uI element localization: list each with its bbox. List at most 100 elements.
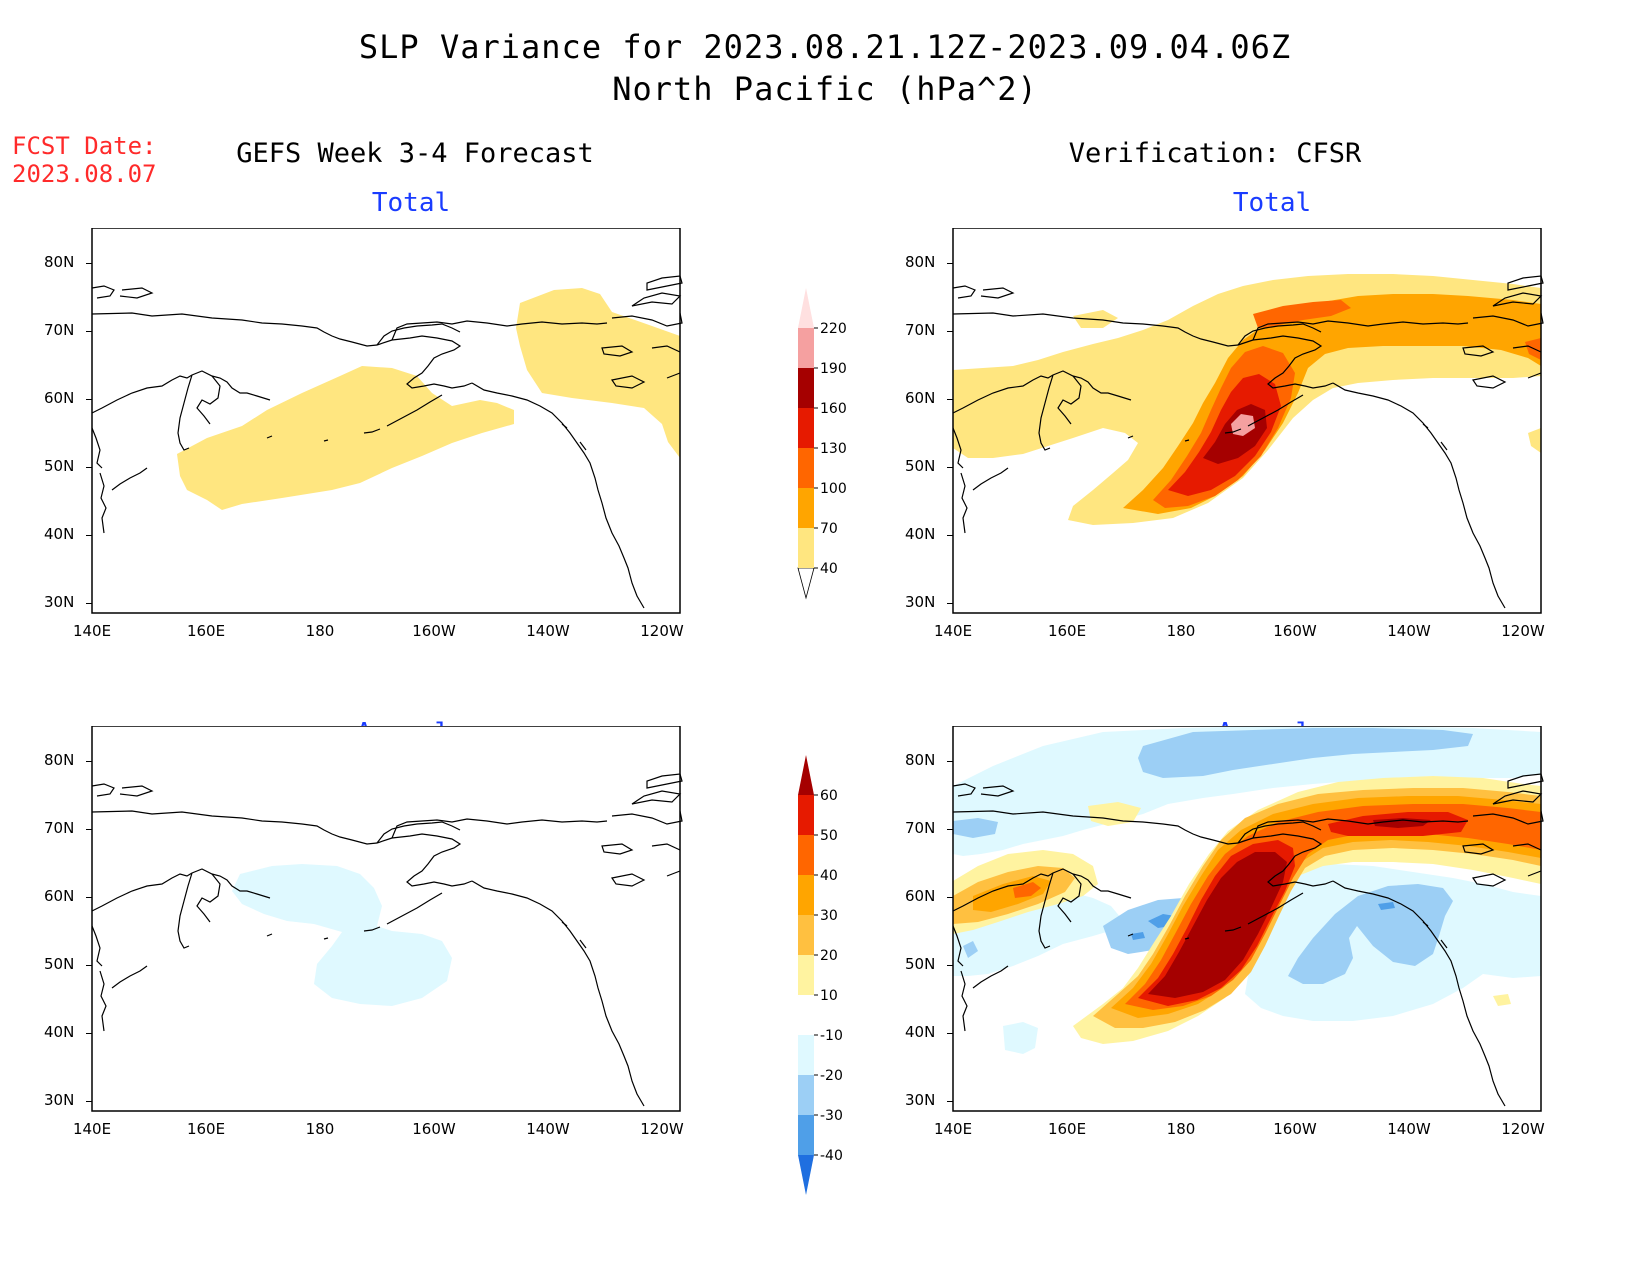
- colorbar-extend-low: [797, 567, 815, 600]
- lon-tick-label: 180: [305, 1120, 335, 1138]
- colorbar-swatch: [798, 995, 814, 1035]
- lon-tick-label: 120W: [1501, 622, 1545, 640]
- lat-tick: [947, 263, 953, 264]
- lat-tick: [86, 897, 92, 898]
- forecast-column-title: GEFS Week 3-4 Forecast: [236, 138, 594, 169]
- colorbar-level-label: 60: [820, 788, 838, 804]
- colorbar-swatch: [798, 1035, 814, 1075]
- colorbar-swatch: [798, 528, 814, 568]
- lat-tick-label: 60N: [44, 887, 75, 905]
- contour-fill-minus10: [232, 864, 452, 1006]
- colorbar-level-label: -10: [820, 1028, 843, 1044]
- lon-tick-label: 140E: [933, 622, 973, 640]
- lat-tick: [947, 1101, 953, 1102]
- lat-tick-label: 60N: [905, 389, 936, 407]
- colorbar-swatch: [798, 1075, 814, 1115]
- lat-tick: [947, 897, 953, 898]
- lat-tick: [947, 829, 953, 830]
- colorbar-swatch: [798, 488, 814, 528]
- colorbar-extend-low: [798, 1155, 814, 1195]
- lon-tick-label: 160E: [186, 1120, 226, 1138]
- colorbar-level-label: 70: [820, 521, 838, 537]
- lon-tick-label: 120W: [640, 1120, 684, 1138]
- lat-tick: [947, 467, 953, 468]
- lat-tick: [86, 535, 92, 536]
- colorbar-swatch: [798, 875, 814, 915]
- lon-tick-label: 160W: [1273, 1120, 1317, 1138]
- lon-tick-label: 140W: [1387, 622, 1431, 640]
- lat-tick-label: 50N: [44, 457, 75, 475]
- lat-tick: [947, 603, 953, 604]
- lat-tick: [947, 761, 953, 762]
- lat-tick-label: 40N: [44, 1023, 75, 1041]
- colorbar-swatch: [798, 1115, 814, 1155]
- lon-tick-label: 120W: [640, 622, 684, 640]
- lon-tick-label: 160E: [1047, 622, 1087, 640]
- fcst-date-value: 2023.08.07: [12, 160, 157, 188]
- colorbar-level-label: 100: [820, 481, 847, 497]
- colorbar-swatch: [798, 915, 814, 955]
- lon-tick-label: 140W: [526, 622, 570, 640]
- lat-tick: [86, 1101, 92, 1102]
- colorbar-level-label: -40: [820, 1148, 843, 1164]
- contour-fill-60: [1148, 818, 1431, 998]
- colorbar-extend-high: [798, 288, 814, 328]
- colorbar-total: 40 70 100 130 160 190 220: [797, 288, 847, 600]
- lat-tick: [86, 829, 92, 830]
- lat-tick-label: 80N: [44, 751, 75, 769]
- lon-tick-label: 160W: [412, 1120, 456, 1138]
- lat-tick-label: 60N: [44, 389, 75, 407]
- fcst-date-label: FCST Date:: [12, 132, 157, 160]
- lon-tick-label: 140E: [72, 1120, 112, 1138]
- colorbar-level-label: 20: [820, 948, 838, 964]
- lon-tick-label: 160W: [412, 622, 456, 640]
- main-title: SLP Variance for 2023.08.21.12Z-2023.09.…: [358, 28, 1292, 66]
- colorbar-level-label: 130: [820, 441, 847, 457]
- colorbar-swatch: [798, 408, 814, 448]
- panel-title-verification-total: Total: [1232, 188, 1312, 218]
- colorbar-swatch: [798, 368, 814, 408]
- colorbar-level-label: 50: [820, 828, 838, 844]
- colorbar-swatch: [798, 328, 814, 368]
- lon-tick-label: 180: [1166, 1120, 1196, 1138]
- lat-tick: [947, 1033, 953, 1034]
- lat-tick: [86, 1033, 92, 1034]
- lon-tick-label: 180: [1166, 622, 1196, 640]
- lat-tick-label: 30N: [44, 1091, 75, 1109]
- colorbar-level-label: 190: [820, 361, 847, 377]
- lat-tick: [86, 965, 92, 966]
- lon-tick-label: 140E: [933, 1120, 973, 1138]
- lon-tick-label: 140E: [72, 622, 112, 640]
- lat-tick-label: 70N: [905, 819, 936, 837]
- lon-tick-label: 140W: [1387, 1120, 1431, 1138]
- verification-column-title: Verification: CFSR: [1068, 138, 1362, 169]
- lat-tick: [86, 331, 92, 332]
- lat-tick-label: 40N: [44, 525, 75, 543]
- lat-tick-label: 50N: [44, 955, 75, 973]
- lon-tick-label: 160W: [1273, 622, 1317, 640]
- colorbar-swatch: [798, 835, 814, 875]
- colorbar-level-label: 30: [820, 908, 838, 924]
- main-subtitle: North Pacific (hPa^2): [612, 70, 1038, 108]
- lat-tick-label: 50N: [905, 955, 936, 973]
- lat-tick-label: 30N: [905, 1091, 936, 1109]
- colorbar-level-label: -30: [820, 1108, 843, 1124]
- lat-tick-label: 60N: [905, 887, 936, 905]
- lat-tick-label: 70N: [44, 321, 75, 339]
- lat-tick: [947, 965, 953, 966]
- map-forecast-total: [91, 228, 683, 614]
- colorbar-extend-high: [798, 755, 814, 795]
- colorbar-swatch: [798, 955, 814, 995]
- lat-tick-label: 80N: [905, 751, 936, 769]
- lat-tick: [86, 761, 92, 762]
- colorbar-level-label: -20: [820, 1068, 843, 1084]
- lat-tick: [947, 331, 953, 332]
- colorbar-level-label: 40: [820, 868, 838, 884]
- lat-tick: [947, 399, 953, 400]
- panel-title-forecast-total: Total: [371, 188, 451, 218]
- lon-tick-label: 140W: [526, 1120, 570, 1138]
- colorbar-level-label: 220: [820, 321, 847, 337]
- colorbar-level-label: 10: [820, 988, 838, 1004]
- colorbar-swatch: [798, 795, 814, 835]
- lat-tick-label: 70N: [44, 819, 75, 837]
